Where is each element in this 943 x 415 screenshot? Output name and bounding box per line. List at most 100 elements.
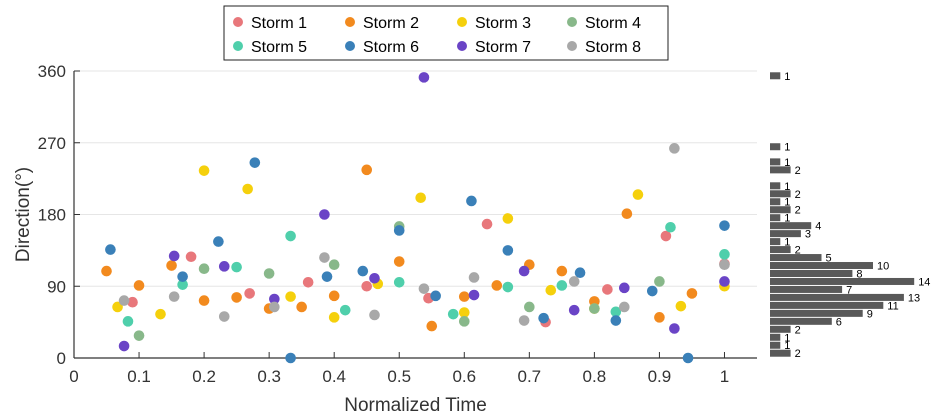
y-tick-label-2: 180: [38, 206, 66, 225]
point-storm-8-2: [218, 311, 230, 322]
data-points: [101, 72, 730, 364]
point-storm-1-2: [244, 288, 255, 299]
hist-count-label-21: 6: [836, 316, 842, 328]
point-storm-6-5: [321, 271, 333, 282]
point-storm-2-7: [328, 290, 340, 302]
legend-marker-storm-5: [233, 41, 243, 51]
point-storm-2-17: [654, 312, 665, 323]
y-axis-label: Direction(°): [13, 167, 34, 262]
point-storm-3-0: [112, 301, 123, 313]
x-tick-label-10: 1: [720, 367, 729, 386]
point-storm-7-2: [218, 261, 230, 272]
hist-count-label-15: 8: [856, 268, 862, 280]
point-storm-3-7: [415, 192, 427, 204]
hist-bar-10: [770, 230, 801, 238]
point-storm-8-11: [669, 143, 680, 154]
point-storm-4-3: [328, 259, 340, 271]
point-storm-2-16: [621, 208, 633, 220]
hist-count-label-1: 1: [784, 142, 790, 154]
hist-bar-23: [770, 333, 781, 341]
point-storm-6-11: [538, 312, 549, 324]
hist-bar-15: [770, 269, 853, 277]
point-storm-2-11: [458, 291, 470, 302]
hist-count-label-23: 1: [784, 332, 790, 344]
point-storm-1-8: [602, 284, 613, 295]
point-storm-8-4: [319, 252, 330, 263]
hist-bar-1: [770, 143, 781, 151]
legend-marker-storm-7: [457, 41, 467, 51]
point-storm-7-9: [568, 304, 580, 316]
hist-count-label-17: 7: [846, 284, 852, 296]
hist-bar-6: [770, 198, 781, 206]
point-storm-3-4: [285, 291, 296, 302]
point-storm-3-1: [155, 308, 166, 320]
legend-label-storm-1: Storm 1: [251, 15, 307, 32]
point-storm-6-16: [719, 220, 730, 231]
hist-bar-3: [770, 166, 791, 174]
hist-bar-9: [770, 222, 812, 230]
hist-count-label-7: 2: [795, 205, 801, 217]
point-storm-3-9: [502, 213, 514, 224]
point-storm-7-6: [418, 72, 430, 83]
y-tick-label-0: 0: [57, 349, 66, 368]
hist-bar-7: [770, 206, 791, 214]
point-storm-2-0: [101, 265, 112, 277]
point-storm-7-8: [518, 265, 530, 277]
point-storm-5-5: [393, 276, 405, 288]
y-tick-label-1: 90: [47, 277, 66, 296]
point-storm-7-3: [269, 293, 280, 305]
point-storm-4-0: [133, 330, 145, 341]
x-tick-label-7: 0.7: [518, 367, 542, 386]
point-storm-6-7: [393, 225, 405, 236]
point-storm-6-10: [502, 245, 514, 256]
y-tick-label-4: 360: [38, 62, 66, 81]
point-storm-5-3: [285, 230, 296, 242]
x-tick-label-6: 0.6: [452, 367, 476, 386]
point-storm-3-12: [632, 189, 644, 200]
point-storm-4-7: [589, 303, 600, 314]
hist-count-label-2: 1: [784, 157, 790, 169]
point-storm-8-9: [568, 276, 580, 287]
point-storm-6-2: [213, 236, 224, 247]
point-storm-6-6: [357, 265, 369, 277]
hist-count-label-22: 2: [795, 324, 801, 336]
point-storm-6-1: [177, 271, 188, 282]
point-storm-7-5: [369, 272, 380, 284]
point-storm-5-6: [447, 308, 459, 320]
x-tick-label-5: 0.5: [387, 367, 411, 386]
point-storm-8-8: [518, 315, 530, 326]
point-storm-7-1: [168, 250, 180, 262]
point-storm-8-0: [118, 295, 130, 306]
point-storm-6-8: [430, 290, 441, 302]
hist-bar-8: [770, 214, 781, 222]
x-tick-label-3: 0.3: [257, 367, 281, 386]
y-tick-label-3: 270: [38, 134, 66, 153]
x-axis-label: Normalized Time: [344, 395, 487, 415]
point-storm-5-1: [177, 279, 188, 290]
point-storm-5-9: [610, 306, 622, 318]
grid-lines: [74, 70, 757, 287]
point-storm-3-13: [675, 300, 687, 312]
legend-label-storm-8: Storm 8: [585, 39, 641, 56]
legend-label-storm-6: Storm 6: [363, 39, 419, 56]
hist-bar-5: [770, 190, 791, 198]
legend: Storm 1 Storm 2 Storm 3 Storm 4 Storm 5 Storm…: [223, 5, 669, 61]
point-storm-2-10: [426, 320, 438, 332]
hist-bar-17: [770, 285, 843, 293]
hist-count-label-20: 9: [867, 308, 873, 320]
point-storm-5-8: [556, 280, 568, 291]
legend-label-storm-3: Storm 3: [475, 15, 531, 32]
hist-bar-2: [770, 158, 781, 166]
hist-count-label-12: 2: [795, 245, 801, 257]
hist-count-label-5: 2: [795, 189, 801, 201]
point-storm-4-6: [524, 301, 535, 313]
point-storm-7-12: [719, 276, 730, 287]
legend-marker-storm-1: [233, 17, 243, 27]
point-storm-5-4: [339, 304, 351, 316]
hist-bar-16: [770, 277, 915, 285]
point-storm-1-6: [481, 218, 493, 230]
point-storm-2-3: [198, 295, 210, 306]
